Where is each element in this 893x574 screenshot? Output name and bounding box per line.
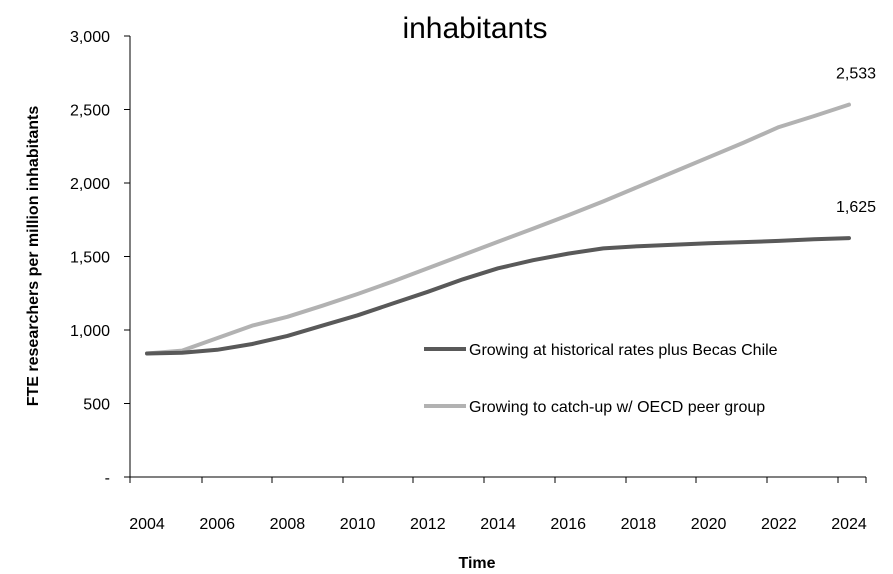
series-line bbox=[145, 236, 851, 356]
y-axis-title: FTE researchers per million inhabitants bbox=[25, 106, 42, 407]
x-tick-label: 2016 bbox=[550, 516, 586, 533]
x-tick-label: 2018 bbox=[621, 516, 657, 533]
end-value-label: 2,533 bbox=[836, 66, 876, 83]
x-tick-label: 2012 bbox=[410, 516, 446, 533]
x-axis-title: Time bbox=[458, 555, 495, 572]
x-tick-label: 2006 bbox=[199, 516, 235, 533]
legend-label: Growing to catch-up w/ OECD peer group bbox=[469, 399, 765, 416]
y-tick-label: 1,500 bbox=[70, 250, 110, 267]
x-tick-label: 2020 bbox=[691, 516, 727, 533]
y-tick-label: - bbox=[105, 470, 110, 487]
x-ticks: 2004 2006 2008 2010 2012 2014 2016 2018 2020 2022… bbox=[129, 477, 867, 533]
x-tick-label: 2004 bbox=[129, 516, 165, 533]
x-tick-label: 2008 bbox=[270, 516, 306, 533]
y-tick-label: 2,000 bbox=[70, 176, 110, 193]
x-tick-label: 2010 bbox=[340, 516, 376, 533]
series-layer bbox=[145, 102, 851, 356]
y-tick-label: 3,000 bbox=[70, 29, 110, 46]
chart-title: inhabitants bbox=[402, 12, 547, 45]
legend-label: Growing at historical rates plus Becas C… bbox=[469, 342, 778, 359]
y-ticks: - 500 1,000 1,500 2,000 2,500 3,000 bbox=[70, 29, 130, 487]
y-tick-label: 500 bbox=[83, 397, 110, 414]
y-tick-label: 2,500 bbox=[70, 103, 110, 120]
y-tick-label: 1,000 bbox=[70, 323, 110, 340]
x-tick-label: 2022 bbox=[761, 516, 797, 533]
series-line bbox=[145, 102, 851, 356]
data-labels: 1,625 2,533 bbox=[836, 66, 876, 216]
x-tick-label: 2024 bbox=[831, 516, 867, 533]
x-axis: 2004 2006 2008 2010 2012 2014 2016 2018 2020 2022… bbox=[129, 476, 867, 533]
legend: Growing at historical rates plus Becas C… bbox=[424, 342, 778, 416]
x-tick-label: 2014 bbox=[480, 516, 516, 533]
y-axis: - 500 1,000 1,500 2,000 2,500 3,000 bbox=[70, 29, 131, 487]
end-value-label: 1,625 bbox=[836, 199, 876, 216]
